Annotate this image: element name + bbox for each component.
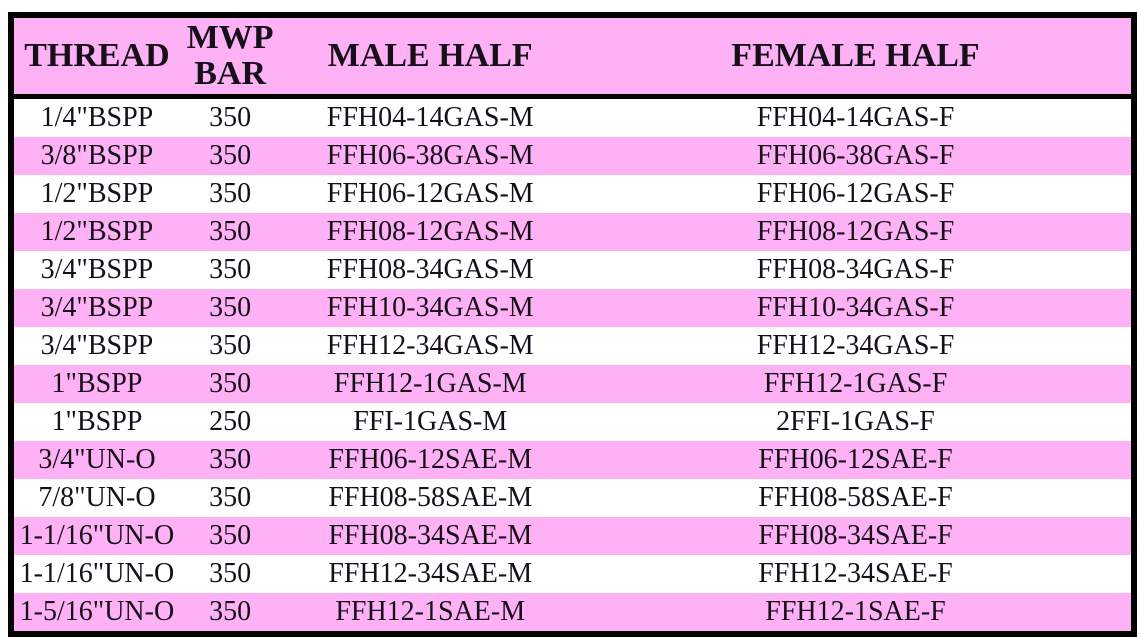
cell-female-half: FFH12-34GAS-F — [756, 330, 955, 361]
cell-male-half: FFH06-38GAS-M — [326, 140, 534, 171]
table-row: 1"BSPP 250 FFI-1GAS-M 2FFI-1GAS-F — [11, 403, 1134, 441]
cell-female-half: FFH12-1GAS-F — [763, 368, 948, 399]
spec-table-container: THREAD MWP BAR MALE HALF FEMALE HALF 1/4"BS… — [8, 12, 1137, 637]
cell-thread: 1-5/16"UN-O — [19, 596, 175, 627]
cell-male-half: FFH10-34GAS-M — [326, 292, 534, 323]
cell-thread: 3/4"BSPP — [40, 330, 154, 361]
cell-mwp-bar: 350 — [209, 102, 252, 133]
table-row: 1-5/16"UN-O 350 FFH12-1SAE-M FFH12-1SAE-F — [11, 593, 1134, 634]
cell-female-half: FFH12-1SAE-F — [765, 596, 946, 627]
cell-mwp-bar: 350 — [209, 330, 252, 361]
table-row: 1/2"BSPP 350 FFH06-12GAS-M FFH06-12GAS-F — [11, 175, 1134, 213]
column-header-mwp-bar: MWP BAR — [179, 15, 281, 97]
cell-thread: 1"BSPP — [51, 406, 143, 437]
cell-thread: 3/4"UN-O — [38, 444, 156, 475]
table-row: 3/4"BSPP 350 FFH08-34GAS-M FFH08-34GAS-F — [11, 251, 1134, 289]
table-row: 3/8"BSPP 350 FFH06-38GAS-M FFH06-38GAS-F — [11, 137, 1134, 175]
cell-male-half: FFH12-34GAS-M — [326, 330, 534, 361]
cell-mwp-bar: 350 — [209, 520, 252, 551]
cell-mwp-bar: 350 — [209, 444, 252, 475]
table-row: 1/2"BSPP 350 FFH08-12GAS-M FFH08-12GAS-F — [11, 213, 1134, 251]
cell-male-half: FFH06-12GAS-M — [326, 178, 534, 209]
table-row: 7/8"UN-O 350 FFH08-58SAE-M FFH08-58SAE-F — [11, 479, 1134, 517]
cell-female-half: FFH06-12GAS-F — [756, 178, 955, 209]
cell-female-half: FFH04-14GAS-F — [756, 102, 955, 133]
cell-thread: 3/4"BSPP — [40, 292, 154, 323]
cell-thread: 3/4"BSPP — [40, 254, 154, 285]
cell-male-half: FFH12-1SAE-M — [335, 596, 526, 627]
cell-female-half: 2FFI-1GAS-F — [776, 406, 935, 437]
cell-male-half: FFH08-34GAS-M — [326, 254, 534, 285]
cell-mwp-bar: 350 — [209, 368, 252, 399]
cell-mwp-bar: 350 — [209, 178, 252, 209]
coupling-spec-table: THREAD MWP BAR MALE HALF FEMALE HALF 1/4"BS… — [8, 12, 1137, 637]
cell-male-half: FFH08-34SAE-M — [328, 520, 533, 551]
cell-female-half: FFH12-34SAE-F — [758, 558, 953, 589]
table-row: 3/4"BSPP 350 FFH10-34GAS-M FFH10-34GAS-F — [11, 289, 1134, 327]
cell-female-half: FFH08-58SAE-F — [758, 482, 953, 513]
cell-thread: 3/8"BSPP — [40, 140, 154, 171]
cell-mwp-bar: 350 — [209, 140, 252, 171]
cell-male-half: FFH08-58SAE-M — [328, 482, 533, 513]
cell-female-half: FFH06-38GAS-F — [756, 140, 955, 171]
column-header-thread: THREAD — [11, 15, 180, 97]
column-header-female-half: FEMALE HALF — [580, 15, 1134, 97]
cell-male-half: FFH12-34SAE-M — [328, 558, 533, 589]
cell-mwp-bar: 350 — [209, 292, 252, 323]
column-header-male-half: MALE HALF — [280, 15, 581, 97]
cell-mwp-bar: 350 — [209, 596, 252, 627]
header-row: THREAD MWP BAR MALE HALF FEMALE HALF — [11, 15, 1134, 97]
cell-mwp-bar: 250 — [209, 406, 252, 437]
cell-male-half: FFH08-12GAS-M — [326, 216, 534, 247]
cell-female-half: FFH08-34SAE-F — [758, 520, 953, 551]
table-header: THREAD MWP BAR MALE HALF FEMALE HALF — [11, 15, 1134, 97]
table-row: 3/4"UN-O 350 FFH06-12SAE-M FFH06-12SAE-F — [11, 441, 1134, 479]
cell-thread: 1/2"BSPP — [40, 216, 154, 247]
cell-mwp-bar: 350 — [209, 254, 252, 285]
table-row: 1"BSPP 350 FFH12-1GAS-M FFH12-1GAS-F — [11, 365, 1134, 403]
cell-male-half: FFH06-12SAE-M — [328, 444, 533, 475]
cell-mwp-bar: 350 — [209, 482, 252, 513]
cell-male-half: FFH12-1GAS-M — [333, 368, 527, 399]
cell-female-half: FFH06-12SAE-F — [758, 444, 953, 475]
cell-mwp-bar: 350 — [209, 216, 252, 247]
table-row: 1-1/16"UN-O 350 FFH12-34SAE-M FFH12-34SAE-F — [11, 555, 1134, 593]
table-body: 1/4"BSPP 350 FFH04-14GAS-M FFH04-14GAS-F 3/8… — [11, 96, 1134, 634]
cell-female-half: FFH08-34GAS-F — [756, 254, 955, 285]
cell-male-half: FFI-1GAS-M — [353, 406, 508, 437]
table-row: 1/4"BSPP 350 FFH04-14GAS-M FFH04-14GAS-F — [11, 96, 1134, 137]
table-row: 3/4"BSPP 350 FFH12-34GAS-M FFH12-34GAS-F — [11, 327, 1134, 365]
cell-thread: 7/8"UN-O — [38, 482, 156, 513]
cell-thread: 1-1/16"UN-O — [19, 520, 175, 551]
cell-female-half: FFH08-12GAS-F — [756, 216, 955, 247]
cell-mwp-bar: 350 — [209, 558, 252, 589]
table-row: 1-1/16"UN-O 350 FFH08-34SAE-M FFH08-34SAE-F — [11, 517, 1134, 555]
cell-female-half: FFH10-34GAS-F — [756, 292, 955, 323]
cell-thread: 1/4"BSPP — [40, 102, 154, 133]
cell-male-half: FFH04-14GAS-M — [326, 102, 534, 133]
cell-thread: 1/2"BSPP — [40, 178, 154, 209]
cell-thread: 1"BSPP — [51, 368, 143, 399]
cell-thread: 1-1/16"UN-O — [19, 558, 175, 589]
